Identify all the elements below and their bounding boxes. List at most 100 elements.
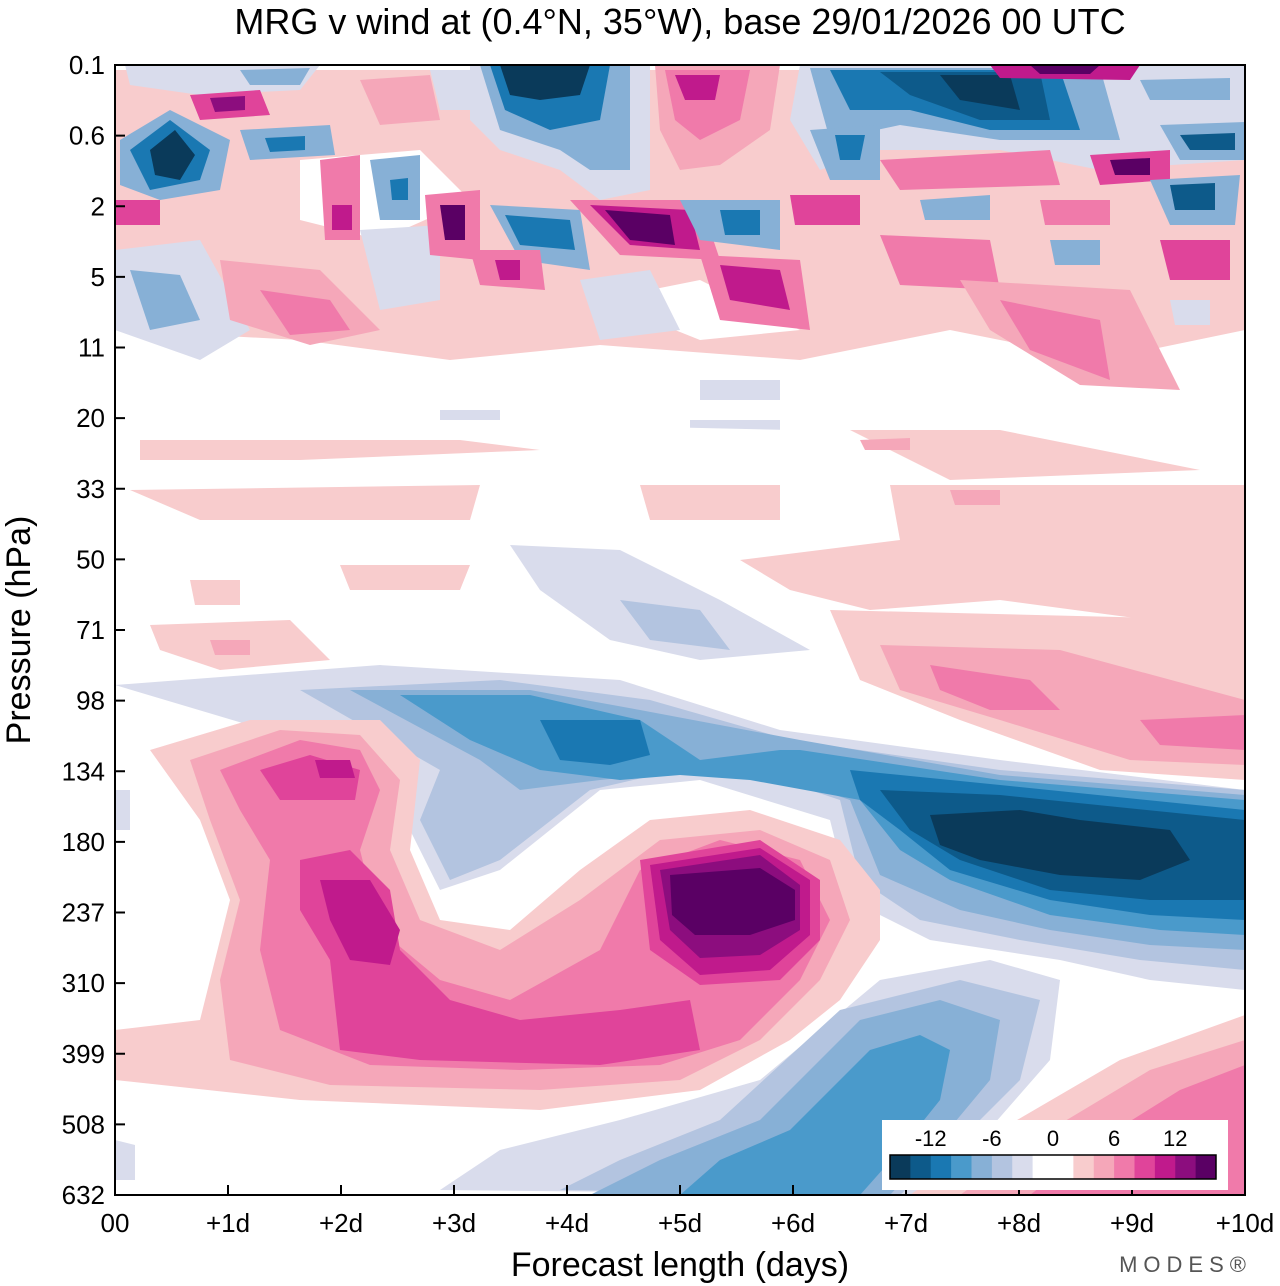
x-tick-label: +3d [432,1208,476,1238]
y-axis: 0.1 0.6 2 5 11 20 33 50 71 98 134 180 237 310 399 508 63… [62,50,125,1210]
y-tick-label: 98 [76,686,105,716]
colorbar-swatch [1093,1155,1115,1179]
contour-region [240,68,310,85]
contour-region [130,270,200,330]
colorbar-frame [889,1154,1217,1180]
contour-region [260,290,350,335]
contour-region [1000,300,1110,380]
y-tick-label: 11 [78,333,105,363]
contour-region [1050,240,1100,265]
x-tick-label: +5d [658,1208,702,1238]
x-tick-label: +1d [206,1208,250,1238]
contour-region [790,195,860,225]
x-tick-label: +8d [997,1208,1041,1238]
contour-region [300,850,700,1065]
colorbar-label: -6 [982,1126,1002,1151]
contour-region [1140,715,1245,750]
y-tick-label: 0.1 [69,50,105,80]
colorbar-swatch [991,1155,1013,1179]
colorbar-swatch [1073,1155,1095,1179]
contour-region [1110,158,1150,175]
colorbar-swatch [971,1155,993,1179]
colorbar-swatch [951,1155,972,1179]
contour-region [130,485,480,520]
contour-region [880,235,1000,290]
x-tick-label: +2d [319,1208,363,1238]
colorbar-swatch [1012,1155,1034,1179]
y-tick-label: 50 [76,544,105,574]
contour-region [340,565,470,590]
contour-region [510,545,810,660]
colorbar-label: 6 [1108,1126,1120,1151]
contour-region [930,810,1190,880]
contour-region [1140,78,1230,100]
colorbar-label: 0 [1047,1126,1059,1151]
colorbar-swatch [1175,1155,1197,1179]
colorbar-swatch [930,1155,952,1179]
y-tick-label: 0.6 [69,121,105,151]
contour-region [1170,183,1215,210]
y-tick-label: 33 [76,474,105,504]
contour-region [390,178,408,200]
colorbar-swatch [1114,1155,1135,1179]
y-tick-label: 134 [62,756,105,786]
contour-region [440,410,500,420]
contour-region [190,580,240,605]
contour-region [430,70,470,110]
contour-region [720,265,790,310]
modes-logo: MODES® [1119,1252,1252,1277]
contour-region [605,210,675,245]
contour-region [835,135,865,160]
contour-region [150,130,195,180]
contour-region [320,880,400,965]
contour-region [620,600,730,650]
colorbar-swatch [1154,1155,1176,1179]
contour-region [930,665,1060,710]
contour-region [1030,65,1100,74]
contour-region [115,1140,135,1180]
colorbar: -12 -6 0 6 12 [889,1126,1217,1180]
y-tick-label: 399 [62,1039,105,1069]
colorbar-label: -12 [915,1126,947,1151]
contour-region [115,200,160,225]
contour-region [720,210,760,235]
y-tick-label: 5 [91,262,105,292]
y-tick-label: 237 [62,898,105,928]
contour-region [265,136,305,152]
contour-region [640,485,780,520]
y-tick-label: 20 [76,403,105,433]
chart-title: MRG v wind at (0.4°N, 35°W), base 29/01/… [234,1,1125,42]
contour-region [540,720,650,765]
contour-region [332,205,352,230]
x-tick-label: 00 [101,1208,130,1238]
contour-region [670,868,795,935]
y-axis-label: Pressure (hPa) [0,516,38,745]
x-tick-label: +4d [545,1208,589,1238]
y-tick-label: 2 [91,191,105,221]
contour-region [920,195,990,220]
contour-region [210,640,250,655]
contour-region [360,75,440,125]
contour-region [500,65,590,100]
contour-region [860,438,910,450]
contour-region [1040,200,1110,225]
x-tick-label: +6d [771,1208,815,1238]
colorbar-swatch [1032,1155,1054,1179]
colorbar-swatch [890,1155,911,1179]
contour-region [580,270,680,340]
colorbar-swatch [1134,1155,1156,1179]
contour-region [210,96,245,112]
contour-field [115,65,1245,1195]
y-tick-label: 71 [76,615,105,645]
contour-region [700,380,780,400]
x-tick-label: +7d [884,1208,928,1238]
contour-region [675,75,720,100]
y-tick-label: 180 [62,827,105,857]
y-tick-label: 508 [62,1109,105,1139]
y-tick-label: 310 [62,968,105,998]
contour-region [950,490,1000,505]
contour-region [140,440,540,460]
contour-region [505,215,575,250]
x-tick-label: +10d [1216,1208,1275,1238]
